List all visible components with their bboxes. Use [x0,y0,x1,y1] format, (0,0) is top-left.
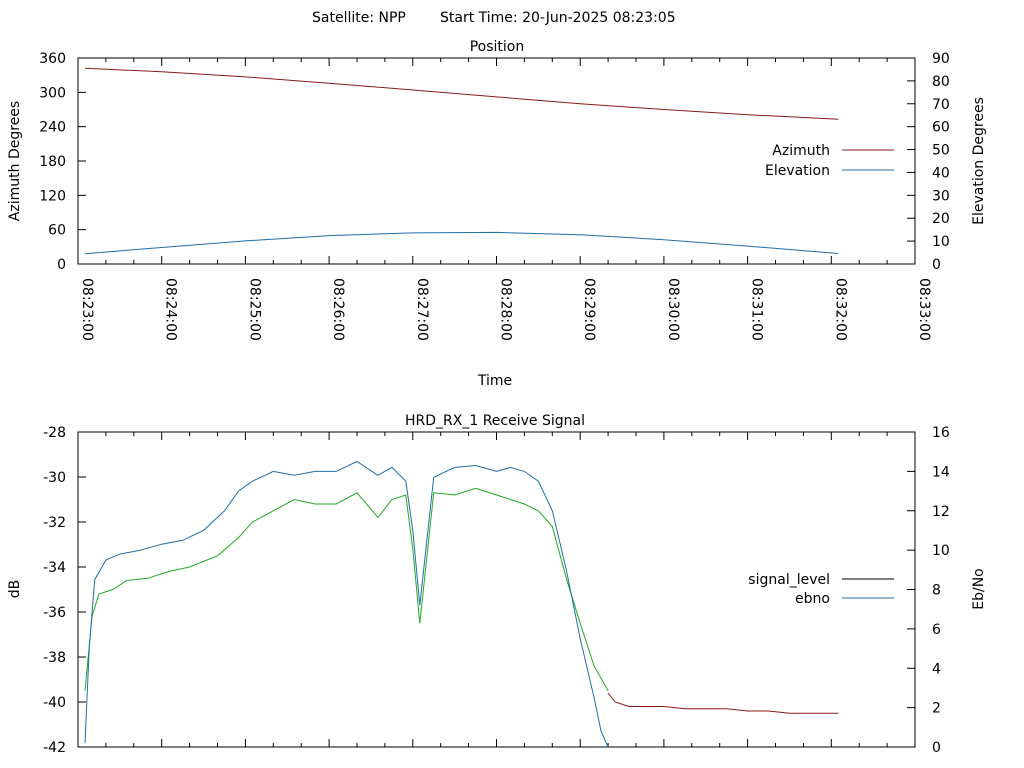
receive-signal-series-signal-level-line [84,487,609,692]
receive-signal-plot-frame [77,431,916,748]
position-x-tick-label: 08:28:00 [498,278,514,341]
receive-signal-right-tick-label: 16 [932,425,950,441]
receive-signal-left-tick-label: -34 [43,560,66,576]
position-series-Elevation-line [84,231,839,255]
position-left-tick-label: 240 [39,120,66,136]
position-x-tick-label: 08:30:00 [665,278,681,341]
receive-signal-series-ebno-line [84,460,609,748]
receive-signal-left-tick-label: -38 [43,650,66,666]
position-x-tick-label: 08:24:00 [163,278,179,341]
position-chart-title: Position [470,39,525,55]
receive-signal-left-tick-label: -36 [43,605,66,621]
receive-signal-left-tick-label: -42 [43,740,66,756]
position-left-tick-label: 300 [39,85,66,101]
receive-signal-series-signal-level-line [607,692,839,714]
position-chart: Position Time Azimuth Degrees Elevation … [7,39,987,389]
position-left-tick-label: 120 [39,188,66,204]
position-legend-Elevation-label: Elevation [765,163,830,179]
receive-signal-legend-ebno-label: ebno [795,591,830,607]
position-right-tick-label: 70 [932,97,950,113]
position-x-tick-label: 08:23:00 [79,278,95,341]
position-left-tick-label: 0 [57,257,66,273]
receive-signal-left-tick-label: -40 [43,695,66,711]
position-right-tick-label: 30 [932,188,950,204]
receive-signal-left-tick-label: -32 [43,515,66,531]
position-x-tick-label: 08:26:00 [330,278,346,341]
position-left-tick-label: 360 [39,51,66,67]
receive-signal-right-tick-label: 4 [932,661,941,677]
header-satellite: Satellite: NPP [312,10,406,26]
receive-signal-right-tick-label: 12 [932,504,950,520]
position-right-tick-label: 40 [932,165,950,181]
position-x-tick-label: 08:33:00 [916,278,932,341]
receive-signal-right-tick-label: 8 [932,583,941,599]
position-series-Azimuth-line [84,67,839,120]
receive-signal-right-axis-label: Eb/No [971,568,987,610]
position-right-tick-label: 90 [932,51,950,67]
receive-signal-right-tick-label: 0 [932,740,941,756]
position-right-tick-label: 10 [932,234,950,250]
position-left-axis-label: Azimuth Degrees [7,101,23,221]
receive-signal-chart-title: HRD_RX_1 Receive Signal [405,413,585,429]
position-legend-Azimuth-label: Azimuth [772,143,830,159]
position-x-tick-label: 08:27:00 [414,278,430,341]
position-right-tick-label: 0 [932,257,941,273]
position-right-tick-label: 50 [932,143,950,159]
receive-signal-chart: HRD_RX_1 Receive Signal dB Eb/No -28 -30 -… [7,413,987,756]
position-x-axis-label: Time [477,373,512,389]
position-right-tick-label: 20 [932,211,950,227]
receive-signal-right-tick-label: 6 [932,622,941,638]
header-start-time: Start Time: 20-Jun-2025 08:23:05 [440,10,676,26]
position-right-tick-label: 80 [932,74,950,90]
position-x-tick-label: 08:25:00 [246,278,262,341]
position-left-tick-label: 60 [48,223,66,239]
receive-signal-right-tick-label: 10 [932,543,950,559]
position-x-tick-label: 08:32:00 [832,278,848,341]
position-left-tick-label: 180 [39,154,66,170]
position-plot-frame [77,57,916,265]
position-right-tick-label: 60 [932,120,950,136]
receive-signal-legend-signal-level-label: signal_level [748,572,830,588]
receive-signal-left-tick-label: -28 [43,425,66,441]
receive-signal-right-tick-label: 14 [932,464,950,480]
receive-signal-left-tick-label: -30 [43,470,66,486]
position-right-axis-label: Elevation Degrees [971,97,987,225]
receive-signal-right-tick-label: 2 [932,701,941,717]
receive-signal-left-axis-label: dB [7,580,23,599]
position-x-tick-label: 08:31:00 [749,278,765,341]
position-x-tick-label: 08:29:00 [581,278,597,341]
